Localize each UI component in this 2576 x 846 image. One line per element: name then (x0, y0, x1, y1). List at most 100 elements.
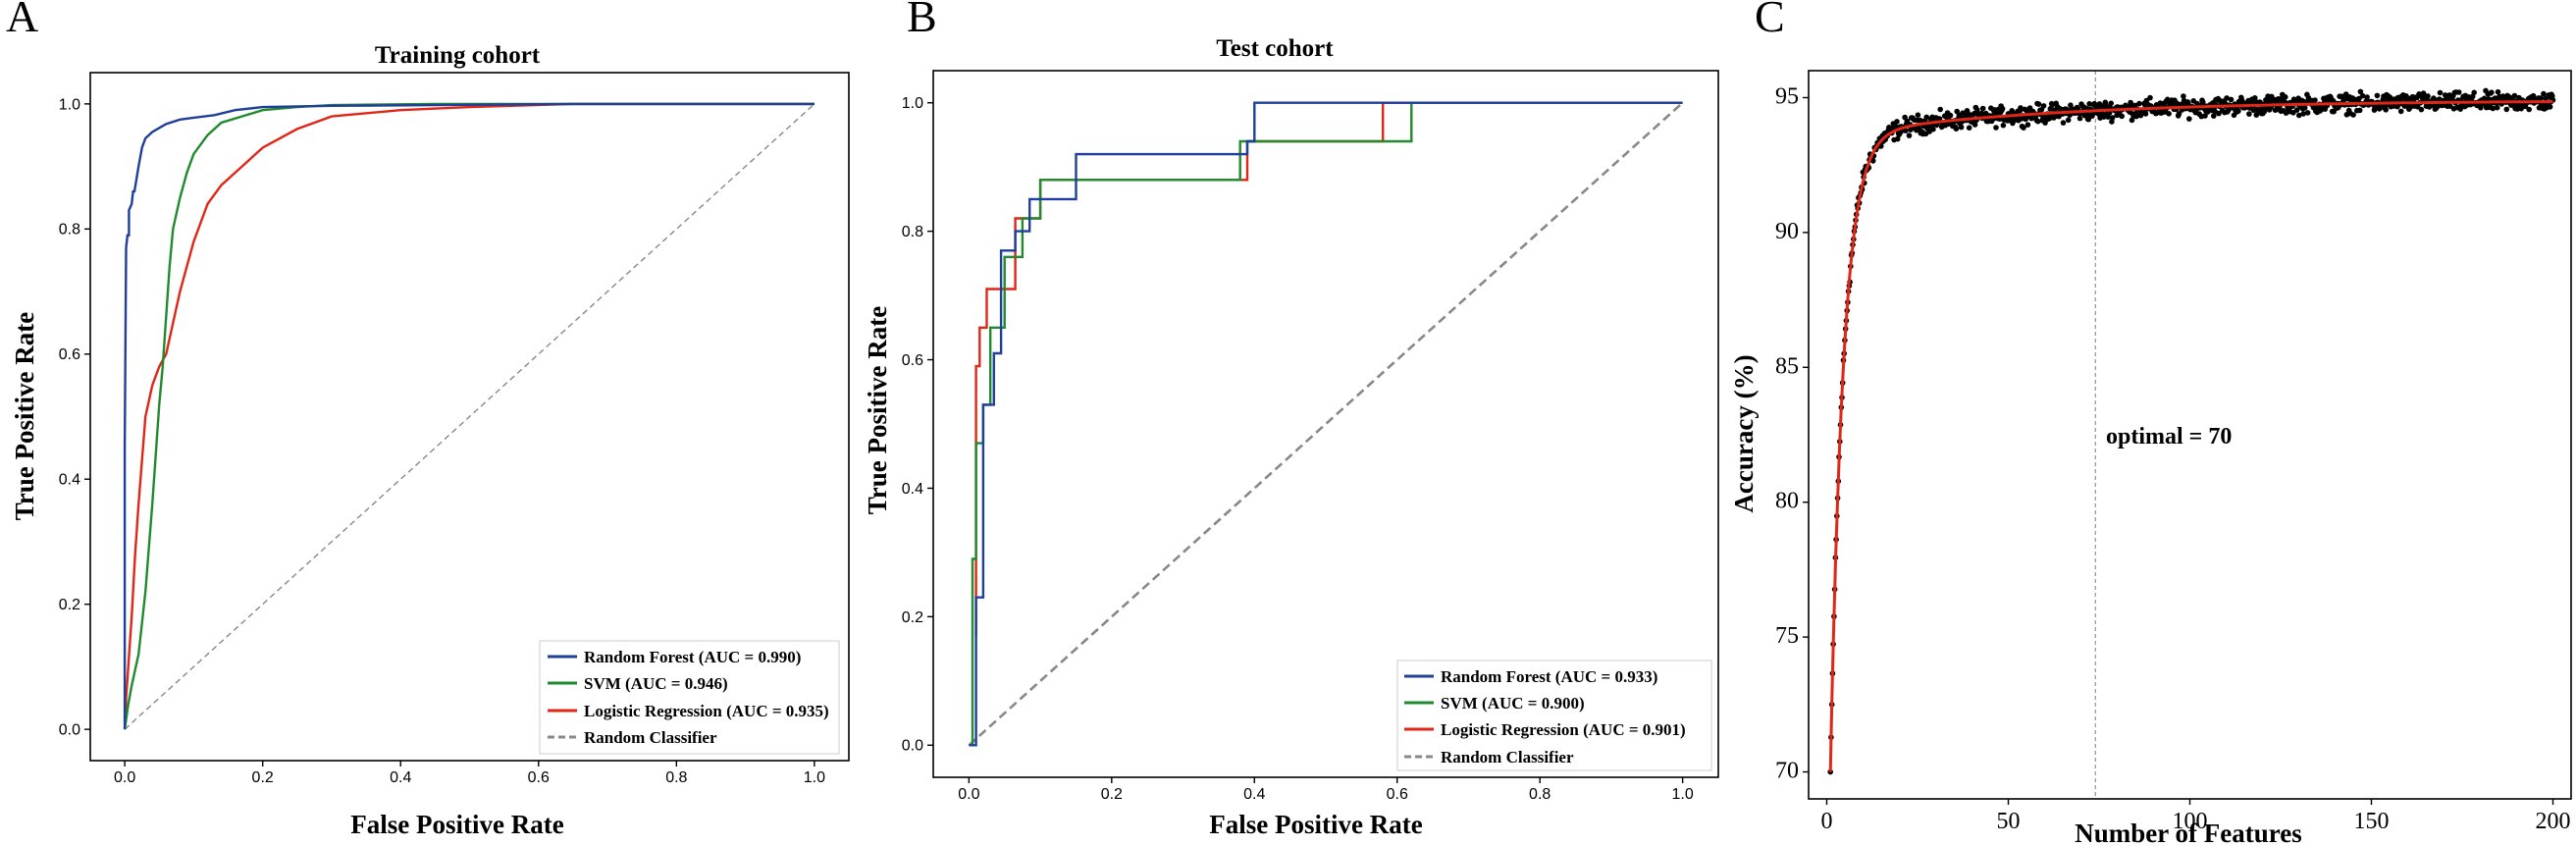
x-tick-label: 0.8 (665, 769, 687, 786)
accuracy-point (2356, 107, 2363, 114)
x-tick-label: 0.4 (1243, 786, 1265, 803)
y-tick-label: 85 (1775, 353, 1799, 379)
panel-a-letter: A (6, 0, 38, 41)
accuracy-point (2425, 93, 2431, 99)
accuracy-point (1958, 124, 1965, 131)
panel-c-ticks: 0 50 100 150 200 70 75 80 85 90 95 (1775, 83, 2571, 834)
accuracy-point (2136, 100, 2142, 107)
y-tick-label: 95 (1775, 83, 1799, 109)
panel-b-lr-curve (974, 101, 1683, 636)
panel-a-random-classifier-line (124, 103, 815, 730)
accuracy-point (2252, 95, 2258, 101)
x-tick-label: 0.2 (1101, 786, 1123, 803)
x-tick-label: 150 (2354, 809, 2390, 834)
accuracy-point (2228, 96, 2234, 103)
x-tick-label: 1.0 (804, 769, 825, 786)
legend-a-label-lr: Logistic Regression (AUC = 0.935) (584, 702, 829, 720)
panel-a-ticks: 0.0 0.2 0.4 0.6 0.8 1.0 0.0 0.2 0.4 0.6 0.8 1.0 (59, 96, 825, 786)
panel-b-rf-curve (969, 101, 1683, 747)
panel-a-ylabel: True Positive Rate (10, 312, 39, 520)
accuracy-point (2108, 100, 2114, 107)
legend-a-label-random: Random Classifier (584, 728, 717, 747)
accuracy-point (2009, 108, 2015, 114)
x-tick-label: 0.0 (114, 769, 135, 786)
accuracy-point (2490, 105, 2497, 112)
accuracy-point (2181, 93, 2186, 99)
panel-b-plot (968, 101, 1684, 747)
smoothed-accuracy-line (1828, 100, 2553, 772)
x-tick-label: 0 (1821, 809, 1833, 834)
x-tick-label: 100 (2173, 809, 2208, 834)
accuracy-point (2216, 110, 2222, 117)
y-tick-label: 0.0 (59, 722, 80, 739)
accuracy-point (2547, 104, 2553, 110)
accuracy-point (1947, 112, 1954, 119)
accuracy-point (2526, 106, 2532, 113)
panel-c-ylabel: Accuracy (%) (1729, 354, 1759, 512)
panel-b-ylabel: True Positive Rate (863, 306, 892, 514)
y-tick-label: 0.6 (902, 352, 923, 369)
accuracy-point (2129, 117, 2135, 124)
accuracy-point (2238, 97, 2245, 103)
panel-a-frame (89, 72, 850, 762)
accuracy-point (2437, 89, 2444, 96)
accuracy-point (2455, 89, 2462, 95)
legend-a-label-rf: Random Forest (AUC = 0.990) (584, 648, 801, 666)
accuracy-point (2119, 113, 2125, 120)
x-tick-label: 1.0 (1672, 786, 1694, 803)
y-tick-label: 1.0 (902, 95, 923, 112)
accuracy-point (2042, 120, 2048, 126)
accuracy-point (2250, 107, 2257, 114)
x-tick-label: 0.2 (252, 769, 274, 786)
panel-c-letter: C (1755, 0, 1785, 41)
panel-b: B Test cohort 0.0 0.2 0.4 0.6 0.8 1.00.00.20.… (863, 0, 1719, 839)
accuracy-point (2235, 108, 2241, 114)
accuracy-point (2489, 89, 2495, 95)
accuracy-point (1999, 105, 2006, 112)
accuracy-point (2503, 106, 2510, 113)
accuracy-point (2246, 111, 2252, 117)
panel-b-legend-box (1396, 660, 1712, 771)
accuracy-point (2350, 112, 2356, 118)
accuracy-point (2442, 92, 2448, 98)
accuracy-point (2018, 105, 2024, 111)
accuracy-point (2418, 106, 2425, 113)
accuracy-point (2176, 111, 2182, 117)
accuracy-point (2186, 116, 2192, 122)
accuracy-point (1971, 122, 1978, 128)
x-tick-label: 0.8 (1529, 786, 1551, 803)
accuracy-point (2040, 103, 2047, 109)
accuracy-point (1894, 119, 1900, 125)
accuracy-point (1974, 107, 1980, 113)
accuracy-point (2046, 115, 2053, 122)
panel-b-legend: Random Forest (AUC = 0.933) SVM (AUC = 0… (1396, 660, 1712, 771)
x-tick-label: 200 (2536, 809, 2571, 834)
accuracy-point (1903, 128, 1909, 133)
accuracy-point (2494, 104, 2500, 111)
accuracy-point (2105, 114, 2111, 120)
panel-b-letter: B (907, 0, 937, 41)
x-tick-label: 0.6 (1387, 786, 1408, 803)
accuracy-point (1930, 126, 1936, 132)
accuracy-point (2283, 94, 2288, 100)
y-tick-label: 70 (1775, 759, 1799, 784)
panel-b-frame (932, 70, 1719, 778)
panel-a-plot (123, 102, 815, 730)
accuracy-point (2296, 112, 2302, 119)
panel-a-rf-curve (123, 102, 815, 730)
x-tick-label: 0.4 (390, 769, 411, 786)
accuracy-point (1915, 112, 1921, 118)
accuracy-point (1906, 132, 1913, 138)
x-tick-label: 50 (1997, 809, 2021, 834)
panel-a-legend: Random Forest (AUC = 0.990) SVM (AUC = 0… (539, 640, 840, 755)
accuracy-point (2060, 120, 2067, 126)
accuracy-point (1869, 158, 1876, 164)
y-tick-label: 0.6 (59, 346, 80, 363)
accuracy-point (2431, 95, 2437, 101)
y-tick-label: 0.8 (902, 224, 923, 240)
panel-a-xlabel: False Positive Rate (350, 810, 563, 839)
accuracy-point (2065, 117, 2072, 124)
accuracy-point (2211, 113, 2217, 119)
